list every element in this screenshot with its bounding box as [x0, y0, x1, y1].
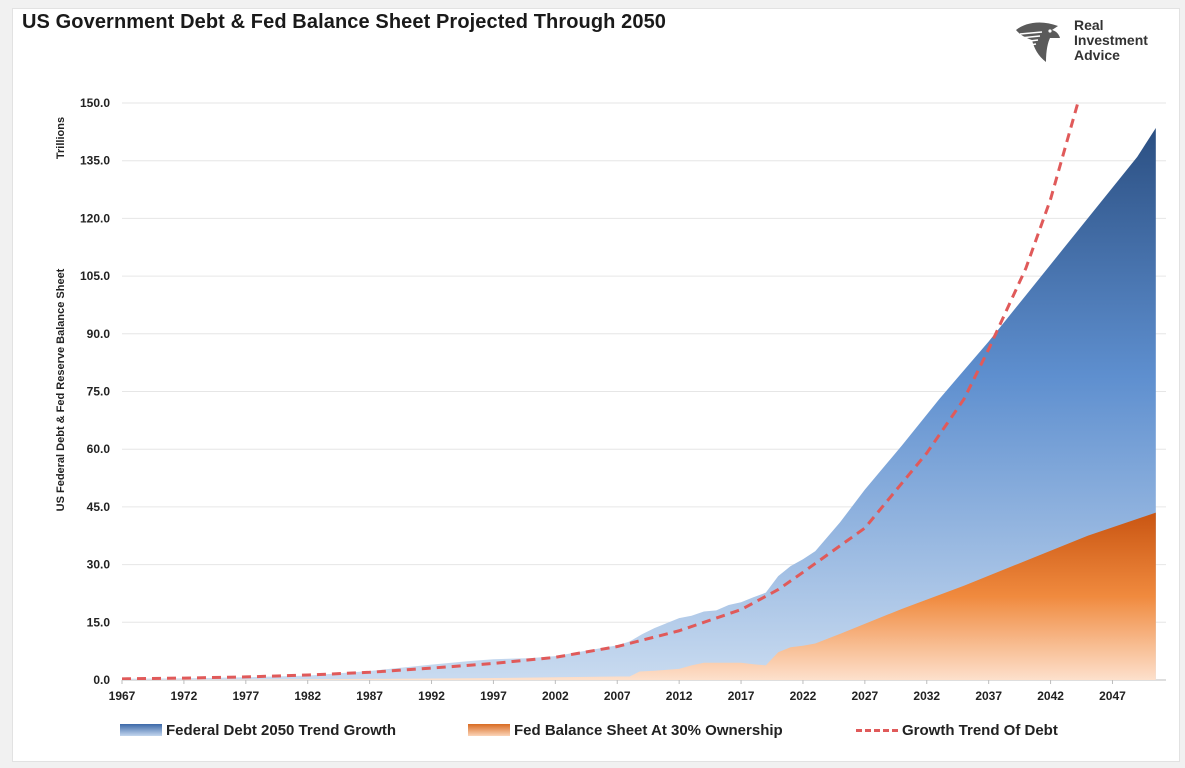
y-tick-label: 150.0: [80, 96, 110, 110]
grid-lines: [122, 102, 1166, 681]
series-line-growth-trend: [122, 102, 1080, 680]
y-tick-label: 105.0: [80, 269, 110, 283]
x-tick-label: 1967: [109, 689, 136, 703]
x-tick-label: 2022: [790, 689, 817, 703]
x-tick-label: 2002: [542, 689, 569, 703]
x-tick-label: 1982: [294, 689, 321, 703]
logo-text: Real Investment Advice: [1074, 17, 1148, 63]
legend-swatch-debt: [120, 724, 162, 736]
legend-item-trend: Growth Trend Of Debt: [856, 718, 1058, 742]
y-axis-label: US Federal Debt & Fed Reserve Balance Sh…: [55, 268, 67, 511]
chart-svg: 0.0 15.0 30.0 45.0 60.0 75.0 90.0 105.0 120.0 135…: [55, 96, 1166, 703]
x-tick-label: 2027: [852, 689, 879, 703]
eagle-head-logo-icon: [1016, 22, 1060, 62]
legend-label-trend: Growth Trend Of Debt: [902, 721, 1058, 739]
x-tick-label: 2032: [913, 689, 940, 703]
legend-item-fed: Fed Balance Sheet At 30% Ownership: [468, 718, 783, 742]
x-tick-label: 1987: [356, 689, 383, 703]
x-tick-label: 1972: [171, 689, 198, 703]
x-tick-label: 1992: [418, 689, 445, 703]
legend-swatch-fed: [468, 724, 510, 736]
x-tick-label: 1977: [232, 689, 259, 703]
x-tick-label: 2037: [975, 689, 1002, 703]
y-tick-label: 15.0: [87, 615, 111, 629]
y-tick-label: 135.0: [80, 154, 110, 168]
y-tick-label: 90.0: [87, 327, 111, 341]
legend-item-debt: Federal Debt 2050 Trend Growth: [120, 718, 396, 742]
series-area-fed-balance-sheet: [122, 512, 1156, 680]
x-axis-ticks: 1967 1972 1977 1982 1987 1992 1997 2002 2007 2012…: [109, 680, 1126, 703]
legend-swatch-trend: [856, 724, 898, 736]
y-tick-label: 0.0: [93, 673, 110, 687]
y-tick-label: 75.0: [87, 385, 111, 399]
x-tick-label: 2012: [666, 689, 693, 703]
x-tick-label: 2047: [1099, 689, 1126, 703]
y-tick-label: 45.0: [87, 500, 111, 514]
x-tick-label: 2042: [1037, 689, 1064, 703]
chart-title: US Government Debt & Fed Balance Sheet P…: [22, 11, 667, 33]
y-axis-label-unit: Trillions: [55, 117, 67, 159]
real-investment-advice-logo: Real Investment Advice: [1012, 16, 1172, 68]
y-tick-label: 120.0: [80, 211, 110, 225]
legend-label-fed: Fed Balance Sheet At 30% Ownership: [514, 721, 783, 739]
y-axis-ticks: 0.0 15.0 30.0 45.0 60.0 75.0 90.0 105.0 120.0 135…: [80, 96, 110, 687]
legend-label-debt: Federal Debt 2050 Trend Growth: [166, 721, 397, 739]
x-tick-label: 1997: [480, 689, 507, 703]
series-area-federal-debt: [122, 128, 1156, 680]
plot-areas: [122, 102, 1156, 680]
x-tick-label: 2007: [604, 689, 631, 703]
y-tick-label: 30.0: [87, 558, 111, 572]
chart-legend: Federal Debt 2050 Trend Growth Fed Balan…: [0, 718, 1185, 742]
x-tick-label: 2017: [728, 689, 755, 703]
y-tick-label: 60.0: [87, 442, 111, 456]
